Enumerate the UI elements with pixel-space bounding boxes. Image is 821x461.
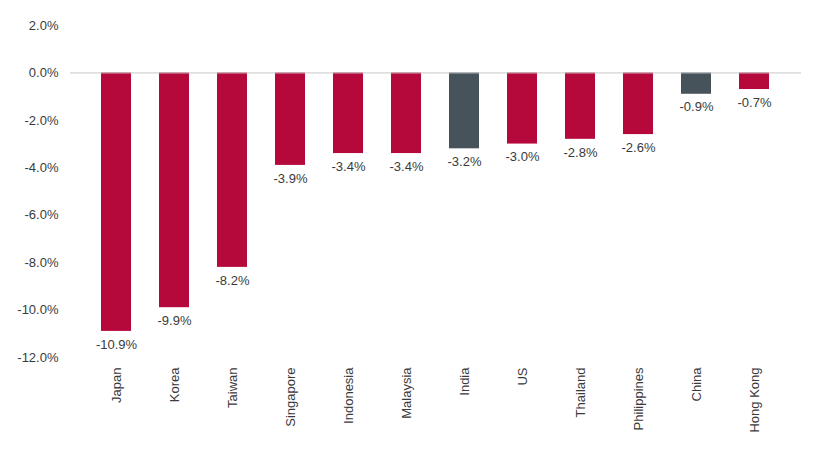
svg-text:2.0%: 2.0% (29, 18, 59, 33)
svg-text:India: India (457, 367, 472, 396)
svg-text:-10.0%: -10.0% (17, 302, 59, 317)
svg-text:Singapore: Singapore (283, 368, 298, 427)
svg-text:-0.9%: -0.9% (680, 99, 714, 114)
svg-text:US: US (515, 367, 530, 385)
svg-text:-3.9%: -3.9% (274, 171, 308, 186)
svg-text:-9.9%: -9.9% (158, 313, 192, 328)
svg-text:-10.9%: -10.9% (96, 337, 138, 352)
svg-text:Japan: Japan (109, 368, 124, 403)
svg-text:Korea: Korea (167, 367, 182, 402)
svg-text:Taiwan: Taiwan (225, 368, 240, 408)
svg-text:Philippines: Philippines (631, 367, 646, 430)
svg-text:-8.0%: -8.0% (25, 255, 59, 270)
svg-text:Thailand: Thailand (573, 368, 588, 418)
svg-text:-3.0%: -3.0% (506, 149, 540, 164)
svg-text:-6.0%: -6.0% (25, 207, 59, 222)
svg-text:Malaysia: Malaysia (399, 367, 414, 419)
svg-text:-3.2%: -3.2% (448, 154, 482, 169)
svg-text:-3.4%: -3.4% (390, 159, 424, 174)
svg-text:-2.6%: -2.6% (622, 140, 656, 155)
svg-text:Hong Kong: Hong Kong (747, 368, 762, 433)
svg-text:-3.4%: -3.4% (332, 159, 366, 174)
svg-text:0.0%: 0.0% (29, 65, 59, 80)
svg-text:-0.7%: -0.7% (738, 95, 772, 110)
svg-text:-2.8%: -2.8% (564, 144, 598, 159)
svg-text:China: China (689, 367, 704, 402)
svg-text:-2.0%: -2.0% (25, 113, 59, 128)
svg-text:-8.2%: -8.2% (216, 273, 250, 288)
svg-text:Indonesia: Indonesia (341, 367, 356, 424)
svg-text:-4.0%: -4.0% (25, 160, 59, 175)
svg-text:-12.0%: -12.0% (17, 350, 59, 365)
